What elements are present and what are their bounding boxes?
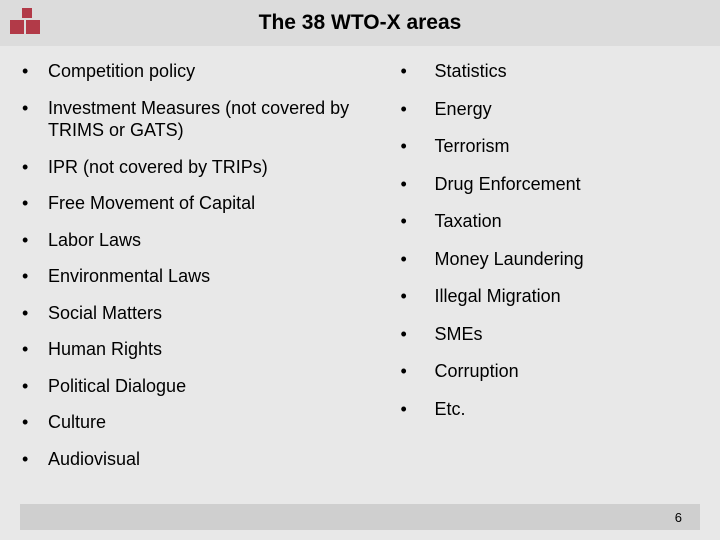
list-item: Free Movement of Capital bbox=[22, 192, 391, 215]
list-item: Social Matters bbox=[22, 302, 391, 325]
list-item: Money Laundering bbox=[401, 248, 698, 271]
list-item: Human Rights bbox=[22, 338, 391, 361]
title-band: The 38 WTO-X areas bbox=[0, 0, 720, 46]
logo-icon bbox=[10, 8, 44, 42]
right-list: Statistics Energy Terrorism Drug Enforce… bbox=[401, 60, 698, 420]
list-item: Drug Enforcement bbox=[401, 173, 698, 196]
list-item: Corruption bbox=[401, 360, 698, 383]
list-item: Environmental Laws bbox=[22, 265, 391, 288]
list-item: Etc. bbox=[401, 398, 698, 421]
page-number: 6 bbox=[675, 510, 682, 525]
slide: The 38 WTO-X areas Competition policy In… bbox=[0, 0, 720, 540]
left-list: Competition policy Investment Measures (… bbox=[22, 60, 391, 470]
list-item: Competition policy bbox=[22, 60, 391, 83]
list-item: SMEs bbox=[401, 323, 698, 346]
slide-title: The 38 WTO-X areas bbox=[259, 11, 462, 35]
footer-band: 6 bbox=[20, 504, 700, 530]
list-item: Labor Laws bbox=[22, 229, 391, 252]
list-item: Culture bbox=[22, 411, 391, 434]
list-item: Statistics bbox=[401, 60, 698, 83]
list-item: Illegal Migration bbox=[401, 285, 698, 308]
list-item: Political Dialogue bbox=[22, 375, 391, 398]
content-columns: Competition policy Investment Measures (… bbox=[22, 60, 698, 484]
list-item: Audiovisual bbox=[22, 448, 391, 471]
list-item: Investment Measures (not covered by TRIM… bbox=[22, 97, 391, 142]
left-column: Competition policy Investment Measures (… bbox=[22, 60, 401, 484]
list-item: Energy bbox=[401, 98, 698, 121]
list-item: Taxation bbox=[401, 210, 698, 233]
right-column: Statistics Energy Terrorism Drug Enforce… bbox=[401, 60, 698, 484]
list-item: IPR (not covered by TRIPs) bbox=[22, 156, 391, 179]
list-item: Terrorism bbox=[401, 135, 698, 158]
